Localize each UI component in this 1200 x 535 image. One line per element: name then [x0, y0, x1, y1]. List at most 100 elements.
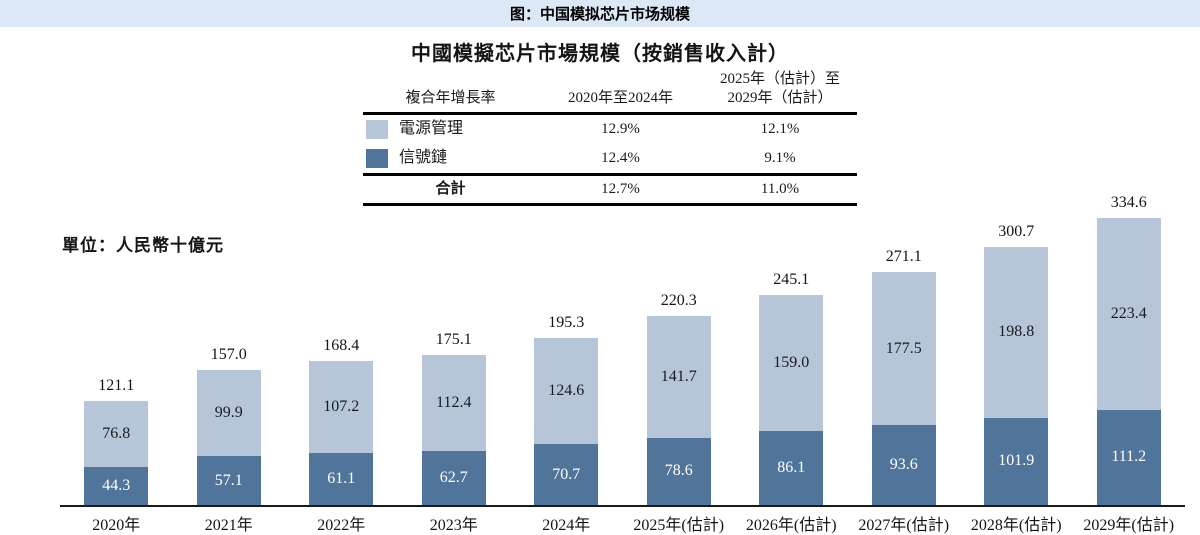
bar-total-label: 175.1: [435, 330, 472, 348]
bar-segment-power-management: 107.2: [309, 360, 374, 453]
table-rule-bottom: [363, 202, 857, 206]
bar-total-label: 300.7: [998, 223, 1035, 241]
x-axis-label: 2024年: [542, 517, 591, 534]
bar-value-label-power: 107.2: [323, 397, 360, 415]
x-axis-line: [60, 505, 1185, 507]
bar-value-label-signal: 111.2: [1111, 448, 1147, 466]
x-axis-label: 2027年(估計): [858, 517, 950, 534]
bar-segment-power-management: 198.8: [984, 247, 1049, 418]
bar-chart: 121.1 76.8 44.3 157.0 99.9 57.1 168.4 107.2 61.1…: [60, 0, 1185, 535]
x-axis-label: 2021年: [204, 517, 253, 534]
stacked-bar: 198.8 101.9: [984, 247, 1049, 505]
x-axis-label: 2025年(估計): [633, 517, 725, 534]
stacked-bar: 107.2 61.1: [309, 360, 374, 505]
bar-value-label-power: 141.7: [660, 367, 697, 385]
cagr-table-header-period2-line2: 2029年（估計）: [727, 89, 833, 106]
total-row-label: 合計: [435, 180, 466, 197]
bar-total-label: 121.1: [98, 377, 135, 395]
bar-segment-signal-chain: 78.6: [646, 437, 711, 505]
bar-group: 175.1 112.4 62.7: [398, 331, 511, 505]
bar-value-label-signal: 101.9: [998, 452, 1035, 470]
bar-value-label-signal: 78.6: [664, 462, 693, 480]
bar-segment-signal-chain: 111.2: [1096, 409, 1161, 505]
bar-total-label: 195.3: [548, 313, 585, 331]
legend-swatch-power-icon: [366, 119, 388, 139]
bar-value-label-power: 76.8: [102, 425, 131, 443]
bar-total-label: 271.1: [885, 248, 922, 266]
bar-segment-power-management: 223.4: [1096, 218, 1161, 410]
bar-group: 245.1 159.0 86.1: [735, 271, 848, 505]
bar-value-label-signal: 70.7: [552, 465, 581, 483]
bar-segment-signal-chain: 62.7: [421, 451, 486, 505]
bar-segment-power-management: 177.5: [871, 272, 936, 425]
x-axis-label: 2029年(估計): [1083, 517, 1175, 534]
bar-group: 300.7 198.8 101.9: [960, 223, 1073, 505]
bar-group: 157.0 99.9 57.1: [173, 346, 286, 505]
x-axis-label: 2020年: [92, 517, 141, 534]
legend-label-signal-chain: 信號鏈: [399, 149, 448, 166]
total-cagr-2020-2024: 12.7%: [601, 180, 640, 197]
cagr-table-header-row: 複合年增長率 2020年至2024年 2025年（估計）至 2029年（估計）: [363, 70, 857, 112]
bar-segment-power-management: 141.7: [646, 316, 711, 438]
stacked-bar: 223.4 111.2: [1096, 218, 1161, 505]
bar-group: 121.1 76.8 44.3: [60, 377, 173, 505]
bar-total-label: 220.3: [660, 292, 697, 310]
bar-value-label-power: 112.4: [436, 394, 472, 412]
stacked-bar: 124.6 70.7: [534, 337, 599, 505]
bar-segment-power-management: 99.9: [196, 370, 261, 457]
bar-value-label-power: 124.6: [548, 381, 585, 399]
header-title: 图：中国模拟芯片市场规模: [509, 6, 690, 23]
table-row-total: 合計 12.7% 11.0%: [363, 176, 857, 203]
x-axis-label: 2022年: [317, 517, 366, 534]
stacked-bar: 76.8 44.3: [84, 401, 149, 505]
legend-swatch-signal-icon: [366, 148, 388, 168]
bar-segment-signal-chain: 86.1: [759, 431, 824, 505]
x-axis-label: 2026年(估計): [745, 517, 837, 534]
bar-group: 220.3 141.7 78.6: [623, 292, 736, 505]
bars-row: 121.1 76.8 44.3 157.0 99.9 57.1 168.4 107.2 61.1…: [60, 0, 1185, 505]
signal-cagr-2025-2029: 9.1%: [764, 149, 796, 166]
bar-value-label-power: 198.8: [998, 323, 1035, 341]
bar-segment-signal-chain: 101.9: [984, 417, 1049, 505]
bar-value-label-signal: 62.7: [439, 469, 468, 487]
bar-segment-signal-chain: 70.7: [534, 444, 599, 505]
bar-group: 168.4 107.2 61.1: [285, 337, 398, 505]
bar-value-label-signal: 44.3: [102, 477, 131, 494]
bar-segment-signal-chain: 61.1: [309, 452, 374, 505]
cagr-table-header-period2-line1: 2025年（估計）至: [719, 71, 840, 87]
bar-segment-signal-chain: 93.6: [871, 424, 936, 505]
legend-item-signal-chain: 信號鏈: [363, 148, 538, 168]
bar-total-label: 334.6: [1110, 194, 1147, 212]
table-rule-top: [363, 111, 857, 115]
cagr-table: 複合年增長率 2020年至2024年 2025年（估計）至 2029年（估計） …: [363, 70, 857, 206]
bar-segment-signal-chain: 57.1: [196, 456, 261, 505]
bar-segment-power-management: 76.8: [84, 401, 149, 468]
signal-cagr-2020-2024: 12.4%: [601, 149, 640, 166]
bar-segment-signal-chain: 44.3: [84, 467, 149, 505]
cagr-table-header-period1: 2020年至2024年: [567, 89, 673, 106]
bar-segment-power-management: 112.4: [421, 354, 486, 452]
figure-title: 中國模擬芯片市場規模（按銷售收入計）: [411, 43, 789, 65]
bar-group: 271.1 177.5 93.6: [848, 248, 961, 505]
total-cagr-2025-2029: 11.0%: [760, 180, 800, 197]
stacked-bar: 177.5 93.6: [871, 272, 936, 505]
bar-value-label-signal: 57.1: [214, 471, 243, 489]
bar-value-label-signal: 86.1: [777, 459, 806, 477]
bar-group: 334.6 223.4 111.2: [1073, 194, 1186, 505]
x-axis-label: 2023年: [429, 517, 478, 534]
bar-total-label: 168.4: [323, 336, 360, 354]
bar-value-label-signal: 61.1: [327, 469, 356, 487]
bar-group: 195.3 124.6 70.7: [510, 313, 623, 505]
legend-item-power-management: 電源管理: [363, 119, 538, 139]
bar-value-label-power: 159.0: [773, 353, 810, 371]
stacked-bar: 99.9 57.1: [196, 370, 261, 505]
header-bar: 图：中国模拟芯片市场规模: [0, 0, 1200, 27]
stacked-bar: 112.4 62.7: [421, 354, 486, 505]
table-rule-middle: [363, 172, 857, 176]
bar-total-label: 157.0: [210, 346, 247, 364]
bar-segment-power-management: 124.6: [534, 337, 599, 445]
cagr-table-header-metric: 複合年增長率: [405, 89, 496, 106]
bar-value-label-power: 177.5: [885, 339, 922, 357]
legend-label-power-management: 電源管理: [399, 120, 464, 137]
